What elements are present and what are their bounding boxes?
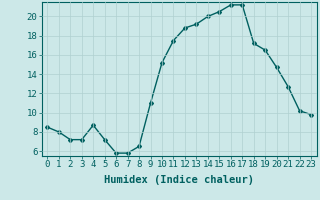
X-axis label: Humidex (Indice chaleur): Humidex (Indice chaleur) bbox=[104, 175, 254, 185]
